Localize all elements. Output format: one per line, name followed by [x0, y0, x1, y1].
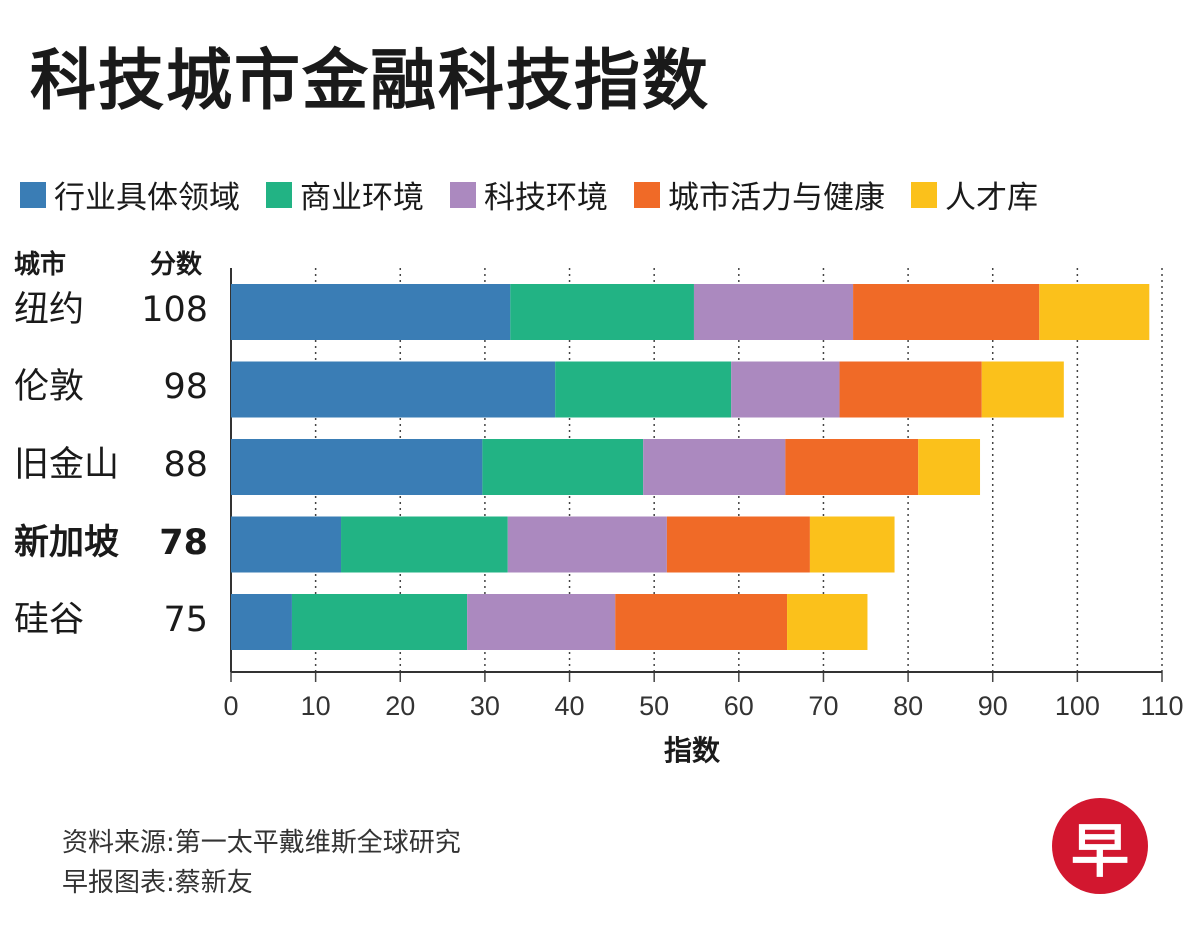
- bar-segment: [839, 361, 982, 418]
- x-tick-label: 60: [724, 691, 754, 721]
- legend-swatch: [450, 181, 476, 208]
- x-tick-label: 80: [893, 691, 923, 721]
- legend-item-tech: 科技环境: [450, 172, 608, 217]
- bar-segment: [787, 594, 868, 650]
- city-label: 纽约: [14, 290, 85, 330]
- score-value: 75: [163, 600, 208, 640]
- x-tick-label: 110: [1140, 691, 1183, 721]
- bar-segment: [785, 439, 919, 495]
- bar-segment: [507, 516, 667, 573]
- bar-segment: [918, 439, 981, 495]
- city-label: 硅谷: [14, 600, 85, 640]
- score-column-header: 分数: [150, 250, 203, 280]
- legend-swatch: [911, 181, 937, 208]
- lianhe-zaobao-logo: 早: [1052, 798, 1148, 894]
- x-tick-label: 0: [223, 691, 238, 721]
- bar-segment: [731, 361, 840, 418]
- bar-segment: [231, 594, 292, 650]
- city-label: 伦敦: [14, 367, 85, 407]
- city-label: 旧金山: [14, 445, 120, 485]
- bar-segment: [510, 284, 694, 340]
- legend-label: 科技环境: [484, 180, 608, 216]
- city-label-highlight: 新加坡: [14, 523, 120, 563]
- x-tick-label: 40: [555, 691, 585, 721]
- x-tick-label: 10: [301, 691, 331, 721]
- x-tick-label: 50: [639, 691, 669, 721]
- chart-title: 科技城市金融科技指数: [30, 42, 710, 119]
- x-tick-label: 90: [978, 691, 1008, 721]
- legend-label: 商业环境: [300, 180, 424, 216]
- legend-swatch: [20, 181, 46, 208]
- logo-text: 早: [1070, 817, 1129, 885]
- bar-segment: [555, 361, 732, 418]
- legend-item-talent: 人才库: [911, 172, 1038, 217]
- legend-label: 城市活力与健康: [668, 180, 885, 216]
- legend-swatch: [266, 181, 292, 208]
- x-tick-label: 30: [470, 691, 500, 721]
- bar-segment: [1039, 284, 1150, 340]
- bar-segment: [666, 516, 810, 573]
- legend-item-industry: 行业具体领域: [20, 172, 240, 217]
- legend-label: 人才库: [945, 180, 1038, 216]
- data-source: 资料来源:第一太平戴维斯全球研究: [62, 828, 461, 858]
- score-value-highlight: 78: [159, 523, 208, 563]
- legend: 行业具体领域 商业环境 科技环境 城市活力与健康 人才库: [20, 172, 1064, 217]
- bar-segment: [467, 594, 616, 650]
- x-tick-label: 100: [1055, 691, 1100, 721]
- bar-segment: [231, 284, 511, 340]
- city-column-header: 城市: [14, 250, 67, 280]
- legend-item-business: 商业环境: [266, 172, 424, 217]
- bar-segment: [693, 284, 854, 340]
- bar-segment: [981, 361, 1064, 418]
- bar-segment: [231, 439, 483, 495]
- bar-segment: [615, 594, 788, 650]
- bar-segment: [853, 284, 1040, 340]
- bar-segment: [643, 439, 786, 495]
- bar-segment: [291, 594, 468, 650]
- score-value: 88: [163, 445, 208, 485]
- x-tick-label: 20: [385, 691, 415, 721]
- bar-segment: [231, 516, 342, 573]
- bar-segment: [341, 516, 508, 573]
- legend-swatch: [634, 181, 660, 208]
- x-axis-label: 指数: [664, 735, 721, 766]
- legend-item-vitality: 城市活力与健康: [634, 172, 885, 217]
- bar-segment: [482, 439, 644, 495]
- bar-segment: [231, 361, 556, 418]
- bar-segment: [809, 516, 895, 573]
- score-value: 98: [163, 367, 208, 407]
- x-tick-label: 70: [808, 691, 838, 721]
- score-value: 108: [141, 290, 208, 330]
- chart-credit: 早报图表:蔡新友: [62, 868, 253, 898]
- legend-label: 行业具体领域: [54, 180, 240, 216]
